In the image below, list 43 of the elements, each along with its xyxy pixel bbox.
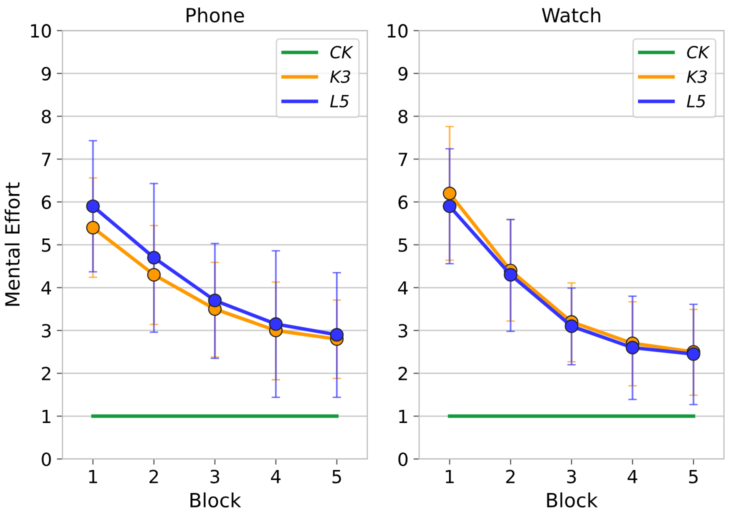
legend-label: CK [330,46,354,58]
y-tick-label: 9 [398,66,408,81]
y-tick-label: 2 [42,366,50,380]
legend-label: K3 [330,70,350,83]
y-tick-label: 4 [41,281,52,294]
x-tick-label: 5 [689,470,698,484]
y-tick-label: 5 [42,238,50,252]
y-tick-label: 1 [399,410,408,424]
y-tick-label: 0 [42,452,51,466]
x-tick-label: 1 [89,470,98,484]
x-axis-title: Block [190,492,242,508]
y-tick-label: 6 [398,195,408,210]
y-tick-label: 1 [42,410,50,424]
x-axis-title: Block [547,492,598,508]
y-tick-label: 9 [42,66,51,81]
chart-title: Watch [542,7,600,23]
legend-label: CK [687,46,710,58]
y-tick-label: 3 [42,324,51,338]
y-tick-label: 4 [398,281,408,294]
x-tick-label: 5 [332,470,341,484]
y-tick-label: 2 [398,366,407,380]
legend-label: L5 [686,95,706,108]
y-tick-label: 7 [42,152,51,166]
legend-label: L5 [330,95,349,108]
x-tick-label: 2 [150,470,158,484]
x-tick-label: 3 [567,470,576,484]
y-tick-label: 7 [398,152,408,166]
y-tick-label: 5 [398,238,408,252]
x-tick-label: 2 [506,470,515,484]
x-tick-label: 4 [628,470,638,484]
y-tick-label: 8 [398,110,408,124]
y-tick-label: 8 [42,110,51,124]
x-tick-label: 1 [446,470,454,484]
y-tick-label: 0 [398,452,408,466]
x-tick-label: 4 [271,470,281,484]
y-tick-label: 10 [31,24,51,38]
y-tick-label: 10 [388,24,408,38]
x-tick-label: 3 [210,470,220,484]
y-tick-label: 6 [42,195,51,210]
y-axis-title: Mental Effort [4,182,20,306]
legend-label: K3 [686,70,707,83]
chart-title: Phone [186,7,244,23]
y-tick-label: 3 [398,324,408,338]
